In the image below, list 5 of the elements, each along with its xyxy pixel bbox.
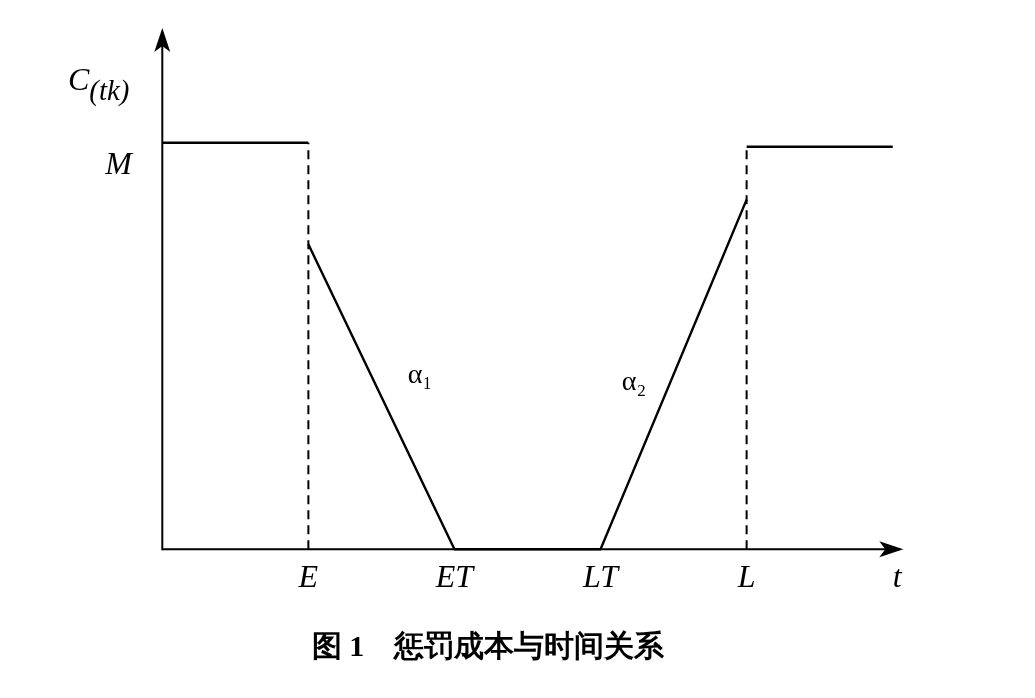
annotation: α₁ xyxy=(407,357,433,389)
title: 图 1 惩罚成本与时间关系 xyxy=(311,629,665,662)
xlabel: t xyxy=(892,558,902,594)
annotation: M xyxy=(105,145,132,181)
annotation: α₂ xyxy=(621,364,647,396)
